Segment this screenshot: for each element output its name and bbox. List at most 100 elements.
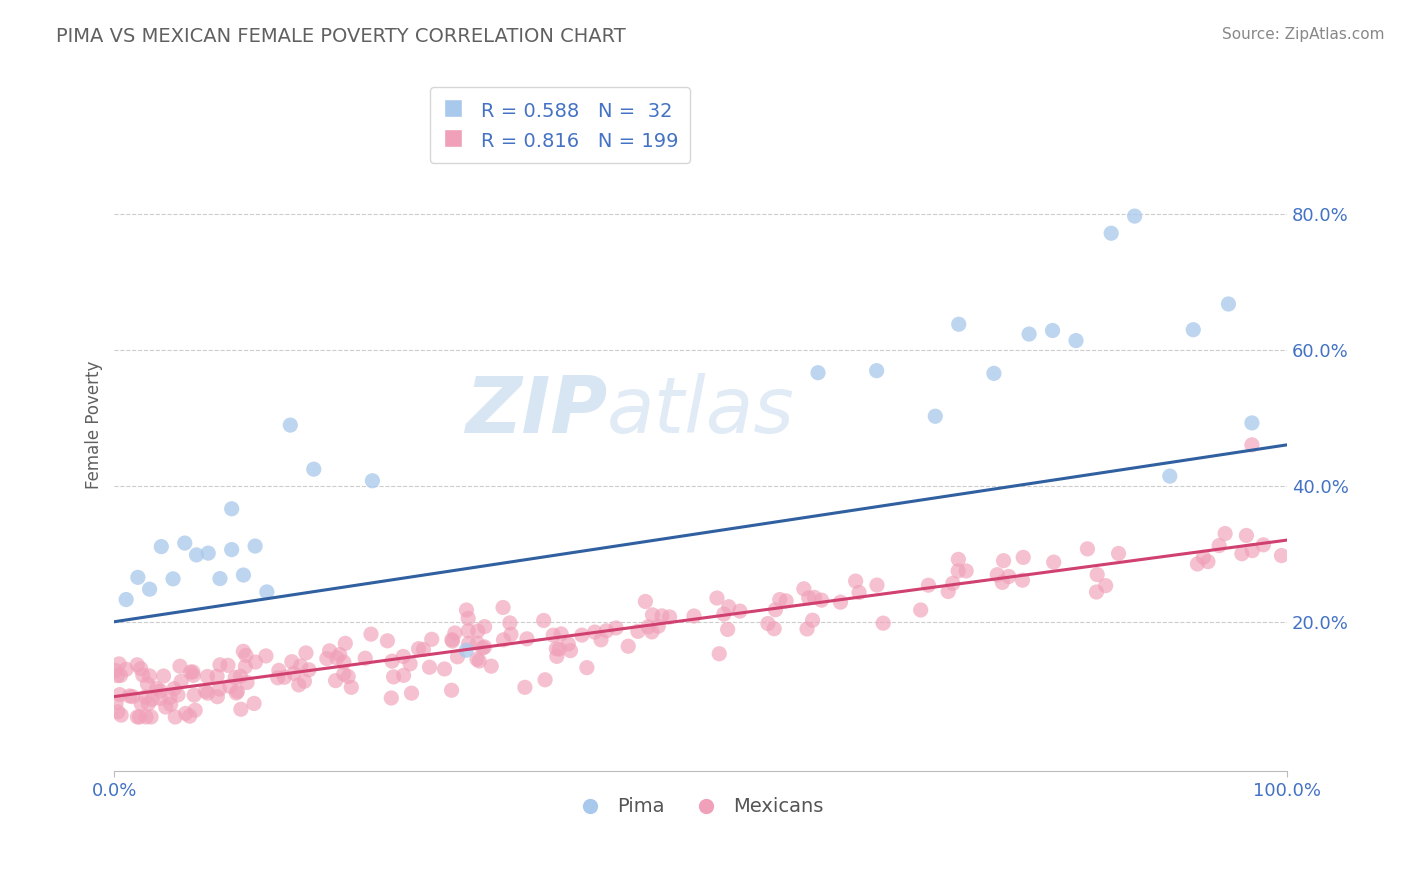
Point [993,554,1015,568]
Point [1076,541,1098,556]
Point [325,673,347,688]
Point [224,671,246,685]
Point [997,569,1019,583]
Point [181,665,204,679]
Point [446,649,468,664]
Point [457,624,479,638]
Point [115,592,138,607]
Point [226,684,249,698]
Point [225,686,247,700]
Point [197,686,219,700]
Point [197,546,219,560]
Point [136,697,159,711]
Point [807,366,830,380]
Point [380,691,402,706]
Point [104,664,127,678]
Point [717,623,740,637]
Point [245,655,267,669]
Point [441,634,464,648]
Point [986,567,1008,582]
Point [1012,550,1035,565]
Point [105,696,128,710]
Point [550,627,572,641]
Point [457,611,479,625]
Point [382,670,405,684]
Point [333,655,356,669]
Point [401,686,423,700]
Point [129,662,152,676]
Point [706,591,728,605]
Point [381,654,404,668]
Point [229,702,252,716]
Point [115,662,138,676]
Point [1208,539,1230,553]
Point [557,637,579,651]
Point [465,652,488,666]
Point [948,318,970,332]
Point [617,639,640,653]
Point [179,709,201,723]
Point [468,654,491,668]
Point [595,624,617,638]
Point [180,665,202,679]
Point [456,603,478,617]
Point [571,628,593,642]
Point [236,675,259,690]
Point [354,651,377,665]
Point [141,692,163,706]
Point [474,619,496,633]
Point [866,364,889,378]
Point [763,622,786,636]
Point [208,657,231,672]
Point [159,690,181,705]
Point [318,644,340,658]
Point [717,599,740,614]
Point [174,706,197,721]
Point [173,536,195,550]
Point [605,621,627,635]
Point [149,691,172,706]
Point [135,690,157,704]
Point [803,591,825,605]
Point [377,633,399,648]
Point [516,632,538,646]
Point [1213,526,1236,541]
Point [533,614,555,628]
Point [433,662,456,676]
Point [583,625,606,640]
Point [1241,543,1264,558]
Point [845,574,868,588]
Point [197,669,219,683]
Point [492,632,515,647]
Point [170,674,193,689]
Point [1197,555,1219,569]
Point [1159,469,1181,483]
Point [499,627,522,641]
Point [183,688,205,702]
Point [955,564,977,578]
Point [127,570,149,584]
Point [399,657,422,671]
Y-axis label: Female Poverty: Female Poverty [86,360,103,489]
Point [232,568,254,582]
Point [797,591,820,605]
Point [541,628,564,642]
Point [145,681,167,696]
Point [775,594,797,608]
Point [150,540,173,554]
Point [165,710,187,724]
Point [167,688,190,702]
Point [627,624,650,639]
Point [233,659,256,673]
Point [360,627,382,641]
Point [1218,297,1240,311]
Point [1099,226,1122,240]
Point [713,607,735,621]
Point [221,501,243,516]
Point [1085,585,1108,599]
Point [107,668,129,682]
Point [924,409,946,424]
Point [467,624,489,638]
Point [946,564,969,578]
Point [546,641,568,656]
